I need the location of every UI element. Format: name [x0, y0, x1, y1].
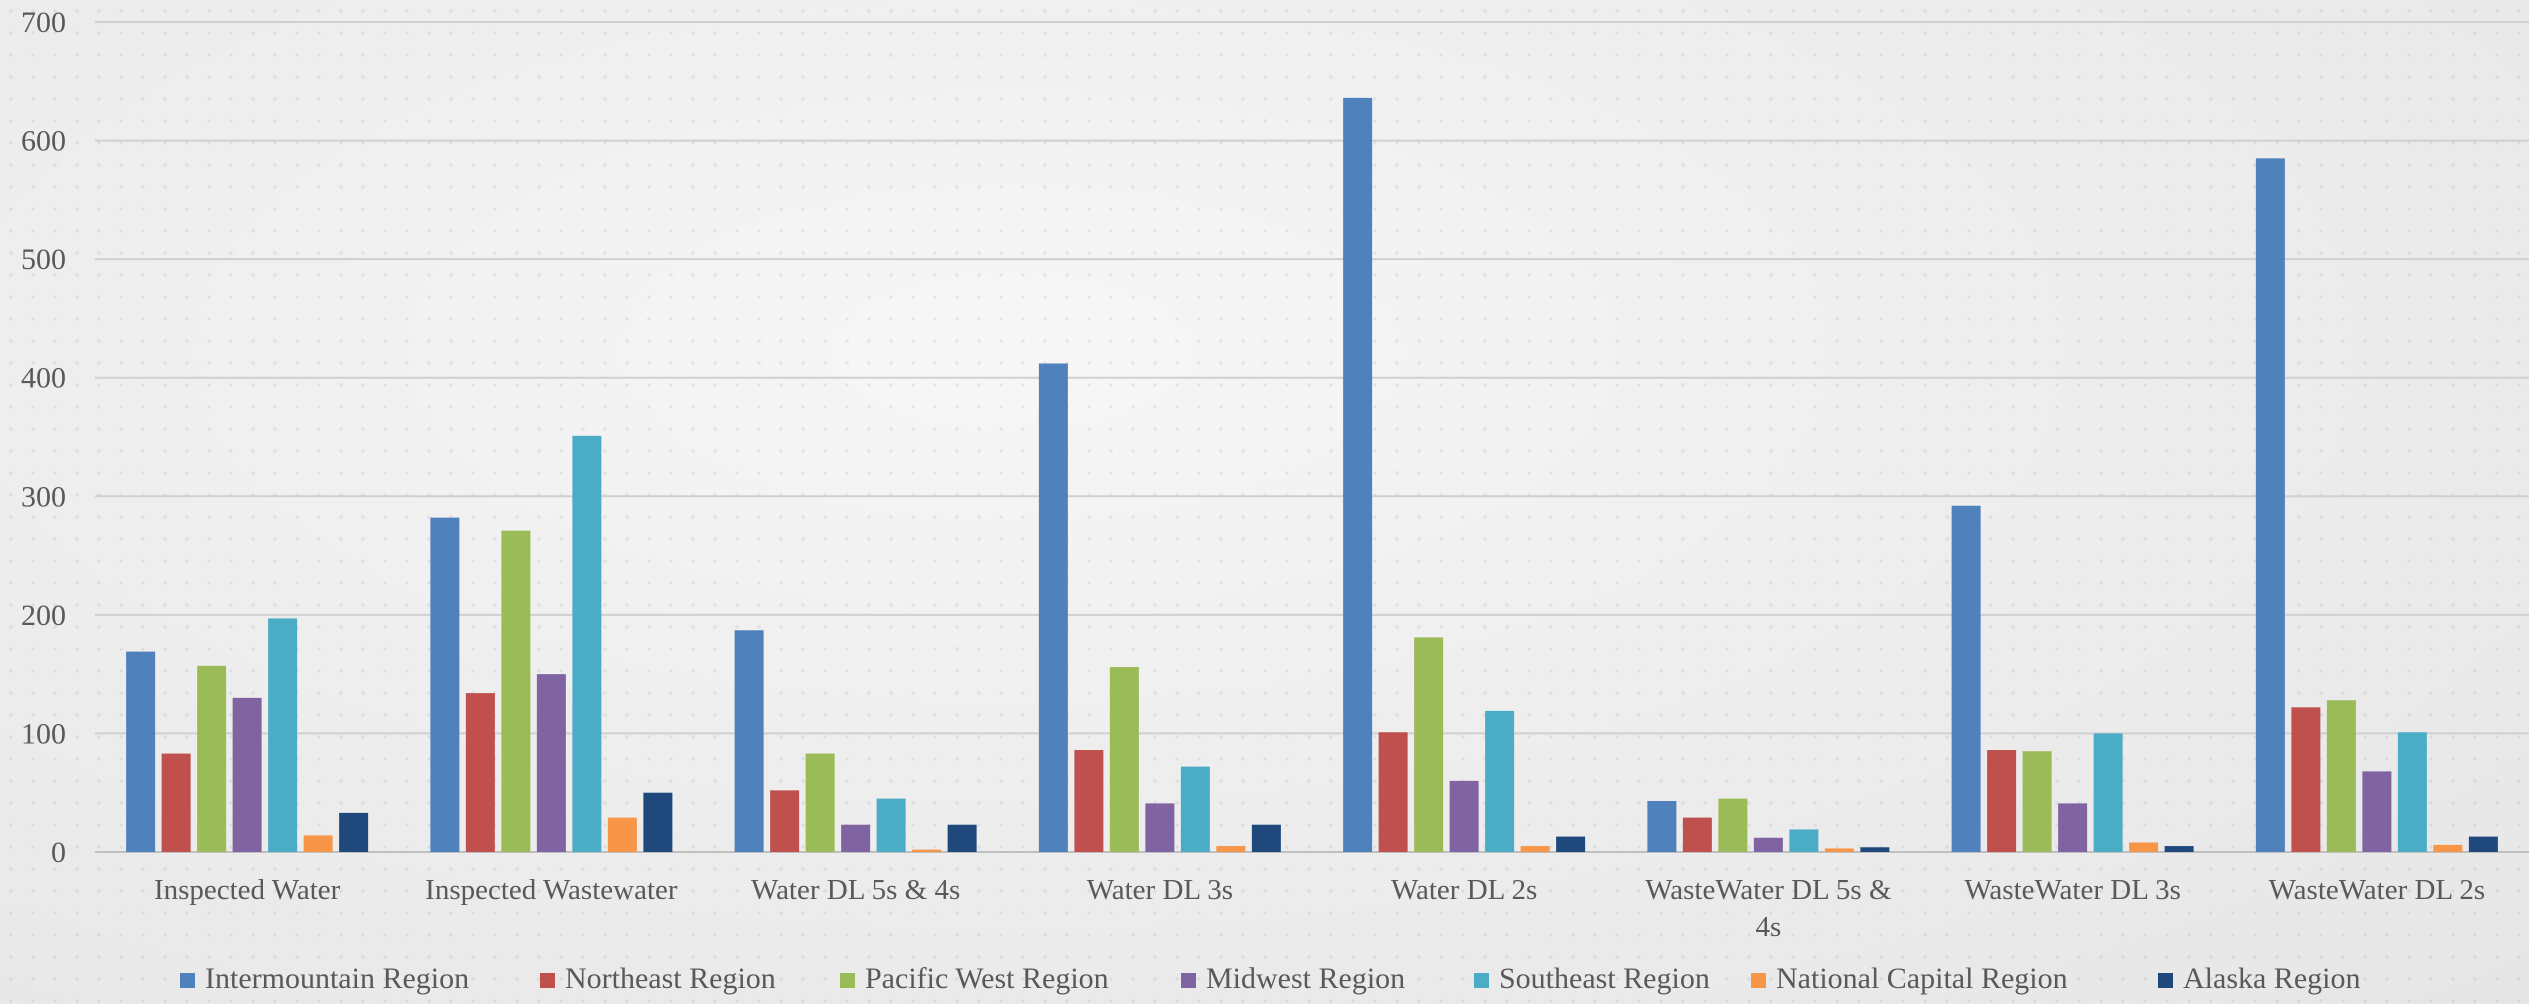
y-tick-label: 300: [21, 480, 66, 513]
bar: [1682, 817, 1712, 852]
bar: [2362, 771, 2392, 852]
legend-label: Midwest Region: [1206, 962, 1405, 995]
bar: [1860, 847, 1890, 852]
bar: [430, 517, 460, 852]
bar: [1180, 766, 1210, 852]
bar: [1789, 829, 1819, 852]
bar: [1951, 505, 1981, 852]
bar: [1556, 836, 1586, 852]
bar: [805, 753, 835, 852]
y-tick-label: 400: [21, 362, 66, 395]
bar: [1520, 846, 1550, 852]
bar: [1753, 837, 1783, 852]
legend-label: Intermountain Region: [205, 962, 469, 995]
bar: [912, 849, 942, 852]
bar: [1449, 780, 1479, 852]
bar: [1824, 848, 1854, 852]
y-tick-label: 200: [21, 599, 66, 632]
bar: [1414, 637, 1444, 852]
bar: [572, 435, 602, 852]
x-category-label: Inspected Water: [154, 874, 341, 906]
bar: [2326, 700, 2356, 852]
bar: [770, 790, 800, 852]
bar: [268, 618, 298, 852]
bar: [303, 835, 333, 852]
legend-label: Pacific West Region: [865, 962, 1109, 995]
bar: [1987, 750, 2017, 852]
bar: [2093, 733, 2123, 852]
legend-swatch: [180, 973, 195, 988]
bar: [465, 693, 495, 852]
bar: [1378, 732, 1408, 852]
legend-swatch: [840, 973, 855, 988]
bar: [2129, 842, 2159, 852]
bar: [2058, 803, 2088, 852]
bar: [2022, 751, 2052, 852]
legend-label: Southeast Region: [1499, 962, 1710, 995]
bar: [841, 824, 871, 852]
bar: [643, 792, 673, 852]
bar: [2291, 707, 2321, 852]
bar: [232, 697, 262, 852]
bar: [607, 817, 637, 852]
legend-label: Alaska Region: [2183, 962, 2360, 995]
bar: [2255, 158, 2285, 852]
legend-label: Northeast Region: [565, 962, 776, 995]
legend-swatch: [2158, 973, 2173, 988]
x-category-label: WasteWater DL 3s: [1964, 874, 2181, 906]
bar: [126, 651, 156, 852]
bar: [197, 665, 227, 852]
x-category-label: WasteWater DL 5s & 4s: [1645, 874, 1892, 943]
bar: [1074, 750, 1104, 852]
bar: [501, 530, 531, 852]
y-tick-label: 500: [21, 243, 66, 276]
bar: [1109, 667, 1139, 852]
bar: [1485, 710, 1515, 852]
legend-swatch: [1474, 973, 1489, 988]
bar: [1718, 798, 1748, 852]
y-tick-label: 600: [21, 125, 66, 158]
bar: [1251, 824, 1281, 852]
legend-swatch: [1751, 973, 1766, 988]
x-category-label: Inspected Wastewater: [425, 874, 678, 906]
bar: [536, 674, 566, 852]
bar: [1343, 97, 1373, 852]
y-tick-label: 100: [21, 717, 66, 750]
x-category-label: Water DL 5s & 4s: [751, 874, 960, 906]
bar: [339, 812, 369, 852]
bar: [161, 753, 191, 852]
legend-swatch: [540, 973, 555, 988]
bar: [947, 824, 977, 852]
x-category-label: WasteWater DL 2s: [2269, 874, 2486, 906]
bar: [1647, 801, 1677, 852]
y-tick-label: 0: [51, 836, 66, 869]
x-category-label: Water DL 2s: [1391, 874, 1537, 906]
legend-swatch: [1181, 973, 1196, 988]
x-category-label: Water DL 3s: [1087, 874, 1233, 906]
bar: [1145, 803, 1175, 852]
y-tick-label: 700: [21, 6, 66, 39]
bar: [1216, 846, 1246, 852]
bar: [1038, 363, 1068, 852]
bar: [2468, 836, 2498, 852]
bar: [2433, 844, 2463, 852]
bar: [2397, 732, 2427, 852]
legend-label: National Capital Region: [1776, 962, 2068, 995]
bar: [2164, 846, 2194, 852]
bar: [734, 630, 764, 852]
bar: [876, 798, 906, 852]
